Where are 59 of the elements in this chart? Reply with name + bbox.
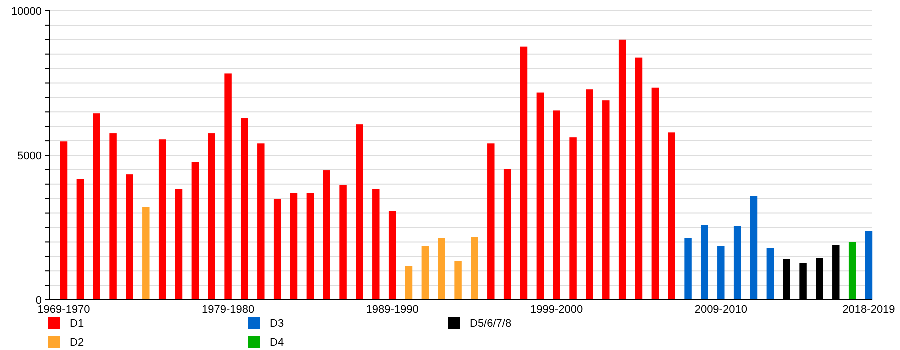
x-tick-label: 2018-2019 (842, 304, 896, 316)
y-tick-label: 10000 (11, 6, 42, 18)
bar (553, 110, 560, 300)
bar (192, 162, 200, 300)
bar (405, 266, 413, 300)
x-tick-label: 1999-2000 (530, 304, 584, 316)
bar (570, 138, 577, 300)
bar (865, 231, 873, 300)
bar (488, 144, 495, 300)
bar (208, 134, 216, 300)
bar (306, 193, 314, 300)
bar (422, 246, 430, 300)
bar (158, 140, 166, 300)
bar (520, 46, 528, 300)
bar (241, 118, 248, 300)
bar (388, 211, 396, 300)
legend-label: D1 (70, 318, 84, 330)
bar (93, 114, 100, 300)
x-tick-label: 1989-1990 (366, 304, 419, 316)
legend-label: D4 (270, 337, 284, 349)
bar (750, 196, 758, 300)
bar (110, 134, 117, 300)
bar (142, 207, 150, 300)
bar (718, 246, 725, 300)
bar (652, 88, 660, 300)
legend-label: D2 (70, 337, 84, 349)
bar (274, 199, 282, 300)
legend-label: D3 (270, 318, 284, 330)
bar (290, 193, 298, 300)
bar (684, 238, 692, 300)
bar (586, 90, 594, 300)
bar (766, 248, 774, 300)
bar (60, 142, 68, 300)
y-tick-label: 5000 (18, 150, 42, 162)
legend-label: D5/6/7/8 (470, 318, 512, 330)
bar (258, 144, 265, 300)
bar (701, 225, 708, 300)
bar (340, 185, 347, 300)
bar (224, 74, 232, 300)
bar (536, 92, 544, 300)
bar (372, 189, 380, 300)
bar (126, 174, 134, 300)
bar (323, 170, 330, 300)
bar (175, 189, 183, 300)
bar (76, 179, 84, 300)
x-tick-label: 2009-2010 (694, 304, 748, 316)
x-tick-label: 1969-1970 (38, 304, 90, 316)
bar (602, 100, 610, 300)
bar (618, 40, 626, 300)
bar (635, 58, 643, 300)
bar (504, 169, 512, 300)
bar (471, 237, 478, 300)
bar (668, 132, 676, 300)
bar (734, 226, 742, 300)
bar (848, 242, 856, 300)
x-tick-label: 1979-1980 (202, 304, 255, 316)
bar (356, 124, 364, 300)
bar (454, 261, 462, 300)
bar (438, 238, 446, 300)
